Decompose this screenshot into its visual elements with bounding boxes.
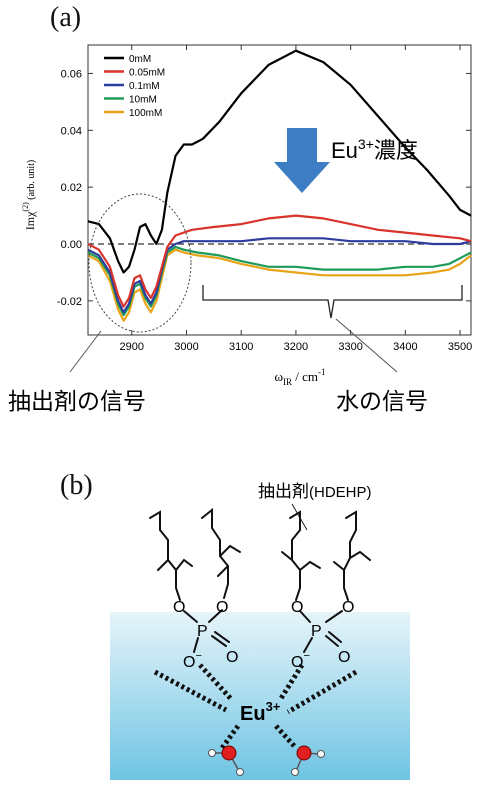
extractant-name-label: 抽出剤(HDEHP) xyxy=(258,482,372,501)
series-lines xyxy=(87,49,472,322)
spectrum-chart: 2900 3000 3100 3200 3300 3400 3500 -0.02 0.00 0.0… xyxy=(8,44,472,414)
series-line-0mM xyxy=(87,49,472,274)
oxygen-label: O xyxy=(338,649,350,666)
water-phase xyxy=(110,612,410,780)
phosphorus-label: P xyxy=(197,623,208,640)
legend-entry: 100mM xyxy=(129,108,162,119)
phosphorus-label: P xyxy=(311,623,322,640)
water-region-brace xyxy=(202,285,463,319)
legend-entry: 0.1mM xyxy=(129,81,160,92)
x-tick-label: 3200 xyxy=(284,341,308,353)
legend-entry: 10mM xyxy=(129,95,157,106)
coordination-bonds xyxy=(153,663,358,750)
interface-diagram: 抽出剤(HDEHP) O O P O O− xyxy=(110,482,410,780)
x-tick-label: 2900 xyxy=(120,341,144,353)
water-signal-label: 水の信号 xyxy=(336,388,428,414)
y-tick-label: 0.04 xyxy=(61,125,82,137)
molecule-left xyxy=(149,507,241,653)
oxygen-anion-label: O− xyxy=(183,650,202,671)
molecule-right xyxy=(281,510,371,653)
x-tick-label: 3000 xyxy=(174,341,198,353)
x-tick-label: 3300 xyxy=(338,341,362,353)
oxygen-label: O xyxy=(173,599,185,616)
y-tick-label: 0.02 xyxy=(61,182,82,194)
y-axis-label: Imχ(2) (arb. unit) xyxy=(21,160,37,230)
x-tick-label: 3100 xyxy=(229,341,253,353)
series-line-0.1mM xyxy=(87,237,472,314)
plot-frame xyxy=(87,44,472,336)
series-line-10mM xyxy=(87,245,472,317)
series-line-0.05mM xyxy=(87,214,472,308)
series-line-100mM xyxy=(87,248,472,322)
legend-entry: 0.05mM xyxy=(129,68,165,79)
panel-label-b: (b) xyxy=(60,470,93,501)
water-leader-line xyxy=(335,318,398,373)
oxygen-label: O xyxy=(342,599,354,616)
x-tick-label: 3400 xyxy=(393,341,417,353)
extractant-leader-line xyxy=(69,330,102,373)
oxygen-label: O xyxy=(226,649,238,666)
water-molecule-left xyxy=(208,745,244,776)
tick-labels: 2900 3000 3100 3200 3300 3400 3500 -0.02 0.00 0.0… xyxy=(57,68,472,353)
oxygen-label: O xyxy=(291,599,303,616)
extractant-region-ellipse xyxy=(88,193,192,333)
europium-ion-label: Eu3+ xyxy=(240,699,281,725)
extractant-signal-label: 抽出剤の信号 xyxy=(8,388,146,414)
legend: 0mM 0.05mM 0.1mM 10mM 100mM xyxy=(104,54,165,119)
panel-label-a: (a) xyxy=(50,2,82,33)
legend-entry: 0mM xyxy=(129,54,151,65)
water-molecule-right xyxy=(291,745,325,776)
y-tick-label: 0.00 xyxy=(61,239,82,251)
concentration-arrow-icon xyxy=(274,128,330,193)
x-axis-label: ωIR / cm-1 xyxy=(274,367,325,387)
arrow-label: Eu3+濃度 xyxy=(331,136,418,163)
oxygen-label: O xyxy=(216,599,228,616)
y-tick-label: -0.02 xyxy=(57,296,82,308)
x-tick-label: 3500 xyxy=(448,341,472,353)
y-tick-label: 0.06 xyxy=(61,68,82,80)
